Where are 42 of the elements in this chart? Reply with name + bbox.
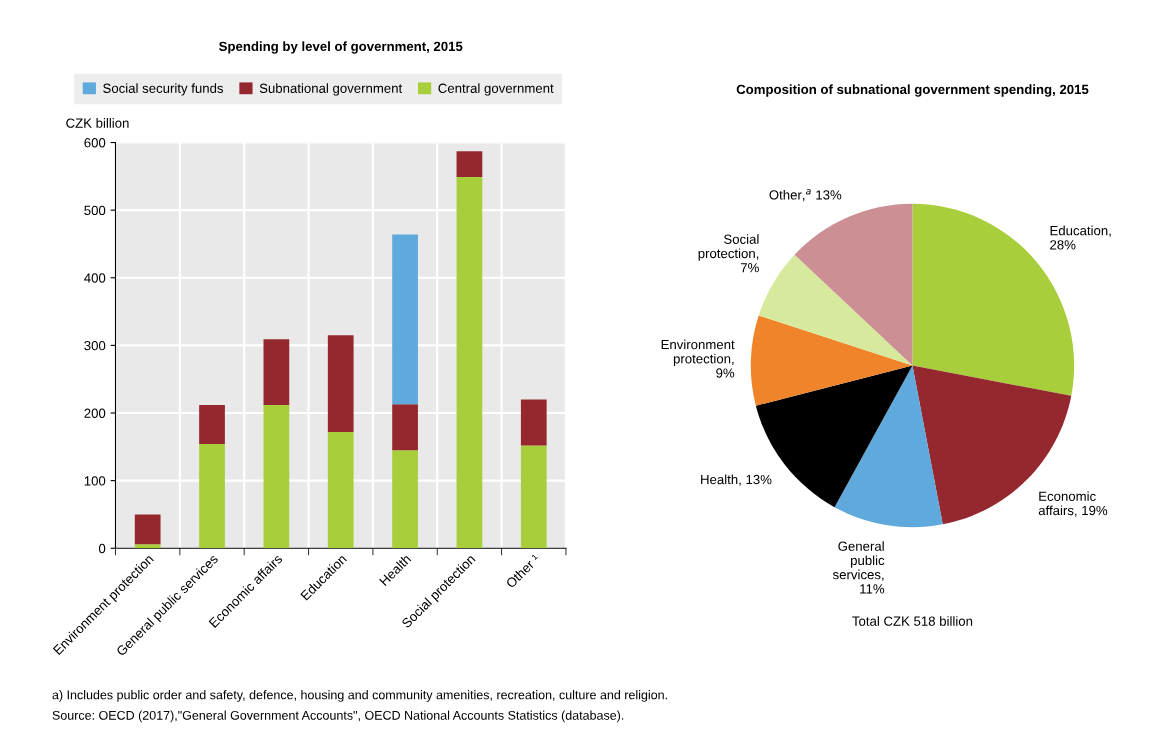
bar — [456, 151, 483, 178]
bar — [392, 404, 418, 451]
bar — [327, 335, 354, 432]
slice-label: Environment protection, 9% — [661, 339, 735, 378]
bar — [456, 177, 483, 549]
bar — [392, 450, 418, 549]
y-tick-label: 100 — [84, 476, 106, 486]
y-tick-label: 400 — [84, 273, 106, 283]
bar — [327, 431, 354, 549]
source-note: Source: OECD (2017),"General Government Accounts", OECD National Accounts Statistics (database). — [52, 710, 624, 723]
slice-label: Social protection, 7% — [698, 234, 759, 273]
bar — [134, 544, 161, 549]
y-axis-title: CZK billion — [66, 118, 129, 128]
pie-slice — [758, 254, 913, 366]
bar — [520, 445, 547, 549]
bar — [134, 514, 161, 545]
bar — [263, 404, 290, 549]
slice-label: Other,$^{a}$ 13% — [769, 189, 842, 202]
legend-label: Subnational government — [259, 83, 403, 96]
slice-label: Education, 28% — [1050, 225, 1111, 250]
text: a) Includes public order and safety, defence, housing and community amenities, recreation, culture and religion. — [52, 690, 667, 702]
pie-slice — [794, 203, 913, 366]
slice-label: Health, 13% — [701, 474, 772, 486]
bar — [392, 234, 418, 405]
slice-label: Economic affairs, 19% — [1038, 491, 1108, 517]
bar — [263, 339, 290, 405]
slice-label: General public services, 11% — [832, 541, 885, 594]
chart-title: Spending by level of government, 2015 — [219, 41, 463, 54]
bar — [520, 399, 547, 446]
y-tick-label: 300 — [84, 340, 106, 351]
text: Total CZK 518 billion — [852, 616, 973, 626]
y-tick-label: 500 — [84, 205, 106, 216]
pie-slice — [834, 365, 943, 528]
y-tick-label: 600 — [84, 138, 106, 148]
bar — [199, 444, 225, 549]
pie-slice — [750, 315, 913, 406]
bar — [199, 404, 225, 445]
y-tick-label: 200 — [84, 408, 106, 418]
legend-label: Central government — [438, 83, 554, 96]
chart-title: Composition of subnational government spending, 2015 — [736, 84, 1089, 97]
y-tick-label: 0 — [98, 543, 106, 554]
legend-label: Social security funds — [103, 83, 224, 96]
